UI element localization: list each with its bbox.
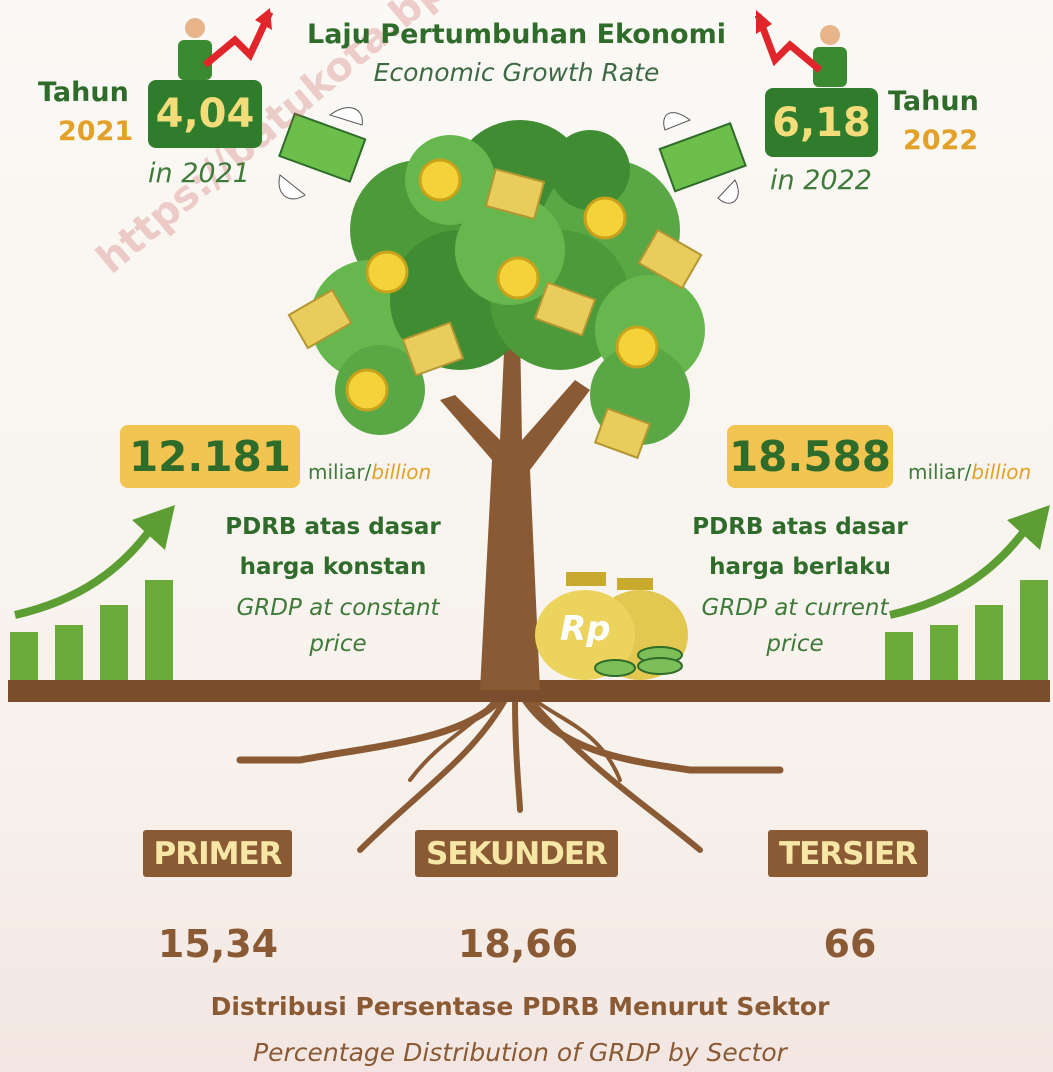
growth-caption: in 2022 [770, 167, 872, 194]
growth-caption: in 2021 [148, 160, 250, 187]
roots [240, 700, 780, 850]
infographic: https://batukota.bps.go.id Laju Pertumbu… [0, 0, 1053, 1072]
money-bag [535, 572, 688, 680]
growth-bars-left [10, 505, 175, 680]
pdrb-unit: miliar/billion [908, 462, 1031, 482]
sector-name: PRIMER [143, 830, 292, 877]
year: 2022 [903, 127, 978, 154]
growth-value: 6,18 [765, 88, 878, 157]
sector-name: TERSIER [768, 830, 928, 877]
footer-title: Distribusi Persentase PDRB Menurut Sekto… [0, 994, 1040, 1019]
bag-label: Rp [560, 612, 611, 646]
growth-value: 4,04 [148, 80, 262, 148]
unit-id: miliar/ [908, 460, 971, 484]
unit-en: billion [971, 460, 1031, 484]
footer-subtitle: Percentage Distribution of GRDP by Secto… [0, 1040, 1040, 1065]
pdrb-label: PDRB atas dasar harga berlaku [665, 507, 935, 587]
sector-value: 66 [750, 922, 950, 966]
year-label: Tahun [38, 79, 129, 106]
pdrb-value: 12.181 [120, 425, 300, 488]
title: Laju Pertumbuhan Ekonomi [0, 21, 1033, 48]
pdrb-value: 18.588 [727, 425, 893, 488]
sector-name: SEKUNDER [415, 830, 618, 877]
unit-en: billion [371, 460, 431, 484]
year-label: Tahun [888, 88, 979, 115]
pdrb-label-en: GRDP at constant price [208, 590, 468, 662]
sector-value: 15,34 [118, 922, 318, 966]
pdrb-label: PDRB atas dasar harga konstan [198, 507, 468, 587]
unit-id: miliar/ [308, 460, 371, 484]
year: 2021 [58, 118, 133, 145]
sector-value: 18,66 [418, 922, 618, 966]
pdrb-label-en: GRDP at current price [690, 590, 900, 662]
pdrb-unit: miliar/billion [308, 462, 431, 482]
